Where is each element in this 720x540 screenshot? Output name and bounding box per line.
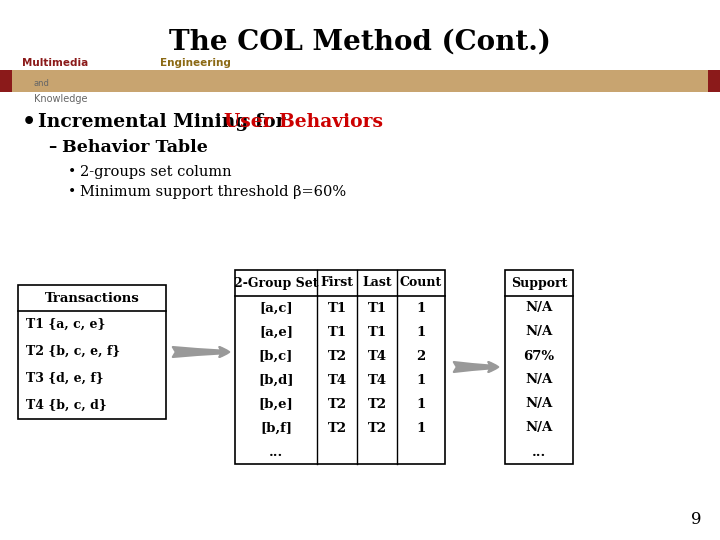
Text: –: – bbox=[48, 139, 56, 157]
Text: N/A: N/A bbox=[526, 326, 553, 339]
Text: T3 {d, e, f}: T3 {d, e, f} bbox=[26, 372, 104, 385]
Text: T1: T1 bbox=[367, 326, 387, 339]
Bar bbox=[0, 70, 12, 92]
Text: •: • bbox=[22, 111, 36, 133]
Text: N/A: N/A bbox=[526, 422, 553, 435]
Text: Support: Support bbox=[510, 276, 567, 289]
Text: 1: 1 bbox=[416, 374, 426, 387]
Text: [b,d]: [b,d] bbox=[258, 374, 294, 387]
Text: N/A: N/A bbox=[526, 301, 553, 314]
Text: T4: T4 bbox=[367, 349, 387, 362]
Text: First: First bbox=[320, 276, 354, 289]
Text: T4 {b, c, d}: T4 {b, c, d} bbox=[26, 399, 107, 412]
Bar bbox=[0, 70, 720, 92]
Text: Incremental Mining for: Incremental Mining for bbox=[38, 113, 292, 131]
Text: T1 {a, c, e}: T1 {a, c, e} bbox=[26, 318, 105, 331]
Bar bbox=[505, 270, 573, 464]
Text: Transactions: Transactions bbox=[45, 292, 140, 305]
Text: 1: 1 bbox=[416, 397, 426, 410]
Text: User Behaviors: User Behaviors bbox=[225, 113, 383, 131]
Text: 1: 1 bbox=[416, 326, 426, 339]
Text: ...: ... bbox=[269, 446, 283, 458]
Text: [b,e]: [b,e] bbox=[258, 397, 293, 410]
Text: Engineering: Engineering bbox=[160, 58, 231, 68]
Text: 2-Group Set: 2-Group Set bbox=[234, 276, 318, 289]
Text: T2: T2 bbox=[328, 422, 346, 435]
Text: T4: T4 bbox=[328, 374, 346, 387]
Text: N/A: N/A bbox=[526, 374, 553, 387]
Text: [a,e]: [a,e] bbox=[259, 326, 293, 339]
Text: T4: T4 bbox=[367, 374, 387, 387]
Text: [b,f]: [b,f] bbox=[260, 422, 292, 435]
Text: 1: 1 bbox=[416, 422, 426, 435]
Text: [b,c]: [b,c] bbox=[258, 349, 293, 362]
Text: T2 {b, c, e, f}: T2 {b, c, e, f} bbox=[26, 345, 120, 358]
Text: 2: 2 bbox=[416, 349, 426, 362]
Text: 2-groups set column: 2-groups set column bbox=[80, 165, 232, 179]
Bar bbox=[18, 285, 166, 419]
Text: N/A: N/A bbox=[526, 397, 553, 410]
Text: ...: ... bbox=[532, 446, 546, 458]
Text: T2: T2 bbox=[328, 397, 346, 410]
Bar bbox=[708, 70, 720, 92]
Text: Multimedia: Multimedia bbox=[22, 58, 89, 68]
Bar bbox=[235, 270, 445, 464]
Text: Behavior Table: Behavior Table bbox=[62, 139, 208, 157]
Text: T1: T1 bbox=[367, 301, 387, 314]
Text: T2: T2 bbox=[367, 422, 387, 435]
Text: The COL Method (Cont.): The COL Method (Cont.) bbox=[169, 29, 551, 56]
Text: T1: T1 bbox=[328, 326, 346, 339]
Text: 67%: 67% bbox=[523, 349, 554, 362]
Text: 9: 9 bbox=[691, 511, 702, 528]
Text: 1: 1 bbox=[416, 301, 426, 314]
Text: [a,c]: [a,c] bbox=[259, 301, 293, 314]
Text: T2: T2 bbox=[328, 349, 346, 362]
Text: •: • bbox=[68, 165, 76, 179]
Text: •: • bbox=[68, 185, 76, 199]
Text: Count: Count bbox=[400, 276, 442, 289]
Text: Last: Last bbox=[362, 276, 392, 289]
Text: T1: T1 bbox=[328, 301, 346, 314]
Text: and: and bbox=[34, 78, 50, 87]
Text: Minimum support threshold β=60%: Minimum support threshold β=60% bbox=[80, 185, 346, 199]
Text: T2: T2 bbox=[367, 397, 387, 410]
Text: Knowledge: Knowledge bbox=[34, 94, 88, 104]
